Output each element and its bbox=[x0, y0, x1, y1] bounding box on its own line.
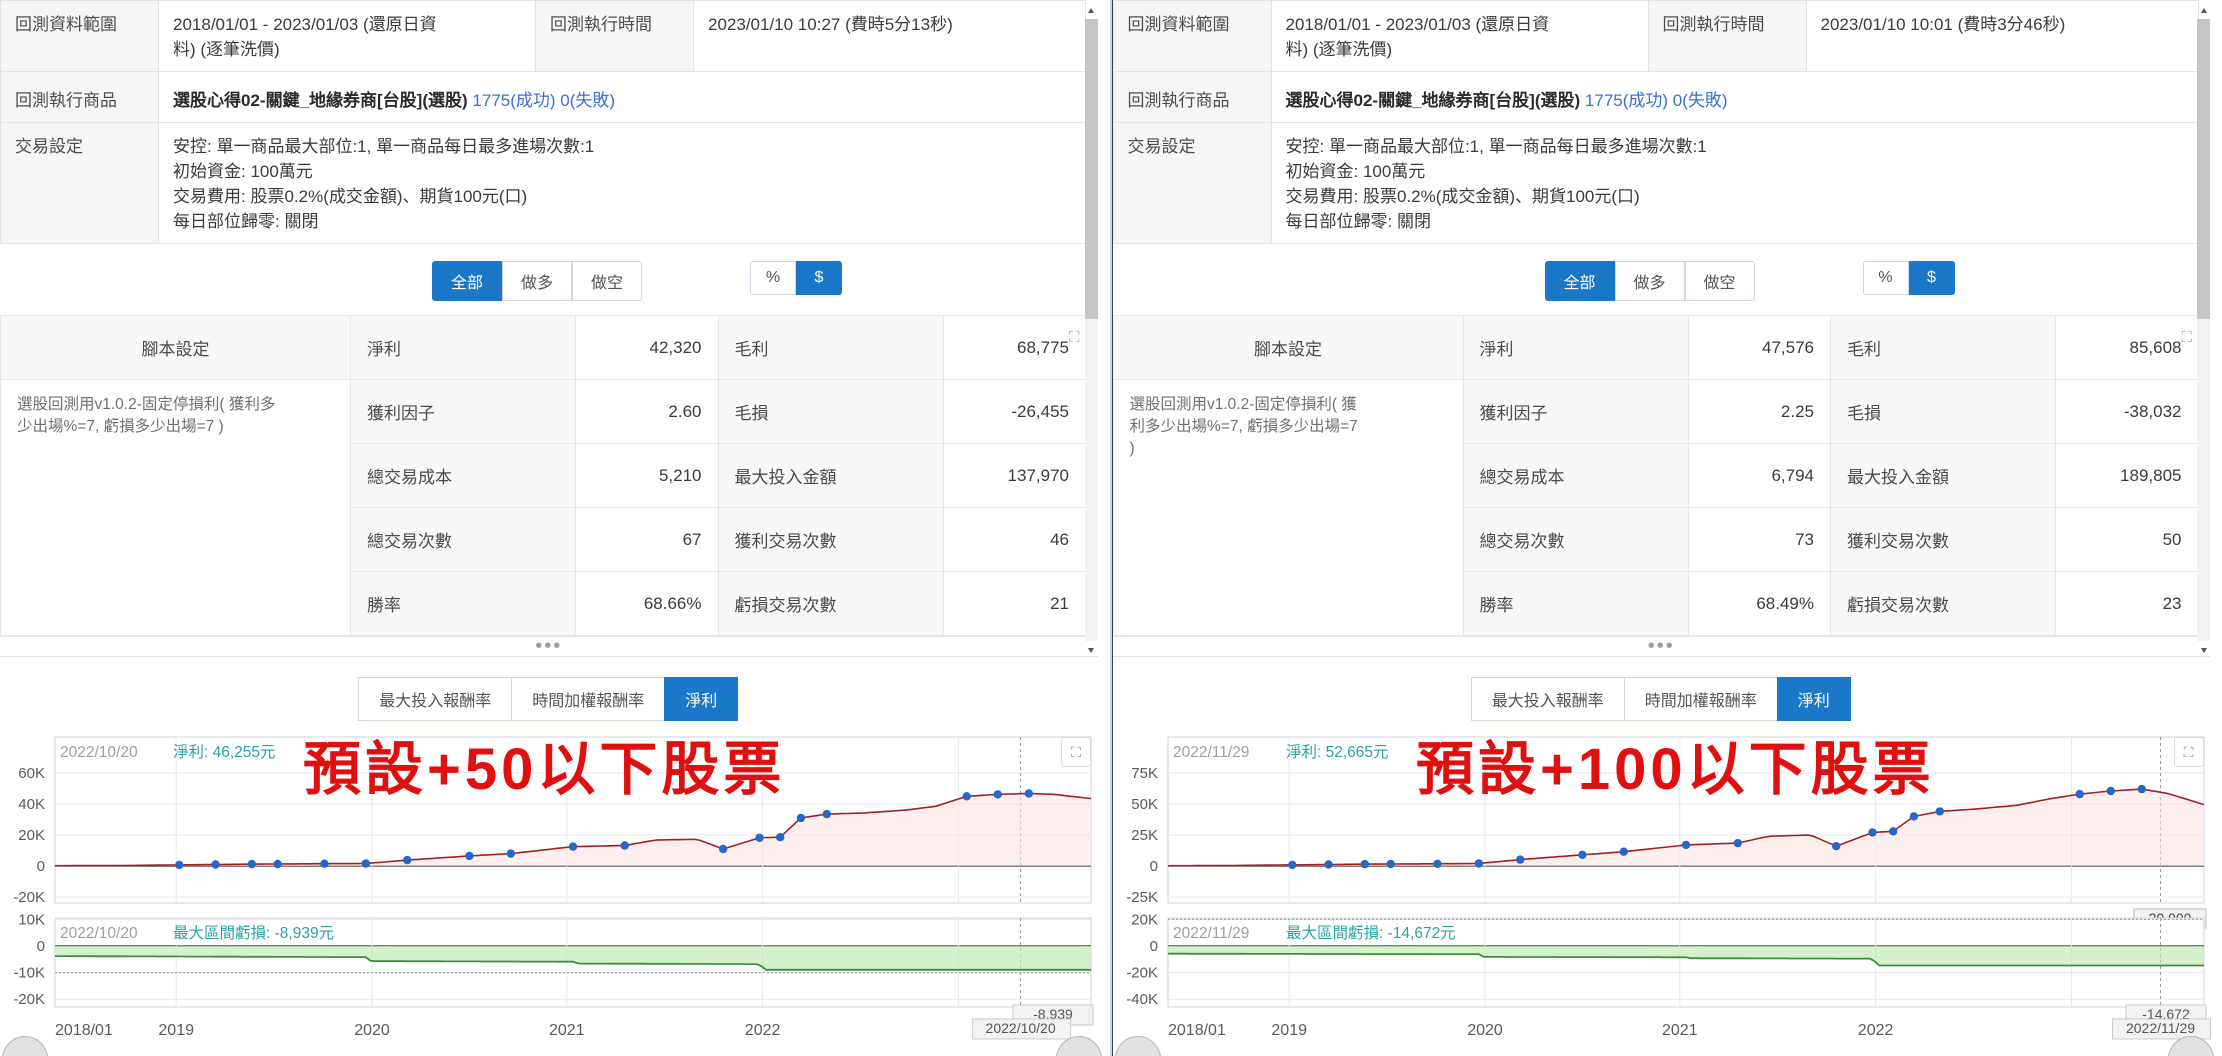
svg-text:2022: 2022 bbox=[745, 1022, 781, 1039]
svg-text:淨利: 46,255元: 淨利: 46,255元 bbox=[173, 743, 276, 761]
svg-text:最大區間虧損: -8,939元: 最大區間虧損: -8,939元 bbox=[173, 924, 334, 942]
svg-text:2019: 2019 bbox=[158, 1022, 194, 1039]
svg-text:2022: 2022 bbox=[1857, 1022, 1893, 1039]
svg-text:60K: 60K bbox=[18, 765, 45, 782]
svg-text:-20K: -20K bbox=[1126, 965, 1158, 982]
svg-text:2020: 2020 bbox=[1467, 1022, 1503, 1039]
svg-text:20K: 20K bbox=[1131, 911, 1158, 928]
svg-text:淨利: 52,665元: 淨利: 52,665元 bbox=[1286, 743, 1389, 761]
svg-text:2020: 2020 bbox=[354, 1022, 390, 1039]
svg-text:10K: 10K bbox=[18, 911, 45, 928]
svg-text:-10K: -10K bbox=[13, 965, 45, 982]
svg-text:2021: 2021 bbox=[549, 1022, 585, 1039]
svg-text:50K: 50K bbox=[1131, 796, 1158, 813]
svg-text:2018/01: 2018/01 bbox=[55, 1022, 113, 1039]
svg-text:-20K: -20K bbox=[13, 889, 45, 906]
svg-text:40K: 40K bbox=[18, 796, 45, 813]
svg-text:-40K: -40K bbox=[1126, 991, 1158, 1008]
svg-text:最大區間虧損: -14,672元: 最大區間虧損: -14,672元 bbox=[1286, 924, 1456, 942]
svg-text:75K: 75K bbox=[1131, 765, 1158, 782]
svg-text:20K: 20K bbox=[18, 827, 45, 844]
svg-text:2022/10/20: 2022/10/20 bbox=[986, 1020, 1056, 1036]
svg-text:2019: 2019 bbox=[1271, 1022, 1307, 1039]
svg-text:0: 0 bbox=[1149, 938, 1157, 955]
svg-text:2022/11/29: 2022/11/29 bbox=[1173, 744, 1249, 761]
svg-text:2021: 2021 bbox=[1662, 1022, 1698, 1039]
svg-text:2018/01: 2018/01 bbox=[1168, 1022, 1226, 1039]
svg-text:2022/11/29: 2022/11/29 bbox=[2125, 1020, 2194, 1036]
svg-text:-20K: -20K bbox=[13, 991, 45, 1008]
svg-text:0: 0 bbox=[37, 938, 45, 955]
svg-text:預設+50以下股票: 預設+50以下股票 bbox=[303, 737, 785, 802]
svg-text:2022/10/20: 2022/10/20 bbox=[60, 744, 138, 761]
svg-text:-25K: -25K bbox=[1126, 889, 1158, 906]
svg-text:預設+100以下股票: 預設+100以下股票 bbox=[1416, 737, 1935, 802]
svg-text:2022/10/20: 2022/10/20 bbox=[60, 925, 138, 942]
svg-text:0: 0 bbox=[37, 858, 45, 875]
svg-text:0: 0 bbox=[1149, 858, 1157, 875]
svg-text:25K: 25K bbox=[1131, 827, 1158, 844]
svg-text:2022/11/29: 2022/11/29 bbox=[1173, 925, 1249, 942]
